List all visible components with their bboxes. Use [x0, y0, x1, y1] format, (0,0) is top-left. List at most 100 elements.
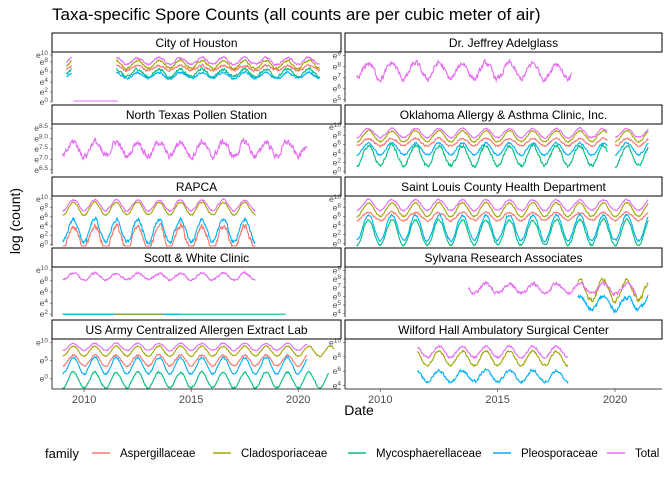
series-line-total	[62, 136, 308, 161]
y-tick-label: e8	[333, 202, 342, 212]
legend-label: Total	[635, 448, 659, 460]
y-tick-label: e4	[40, 298, 49, 308]
y-tick-label: e6	[333, 211, 342, 221]
series-line-total	[467, 280, 638, 297]
legend-item-aspergillaceae: Aspergillaceae	[92, 448, 195, 460]
legend-label: Mycosphaerellaceae	[376, 448, 481, 460]
y-axis-title: log (count)	[7, 188, 23, 254]
strip-box	[51, 32, 342, 53]
series-line-cladosporiaceae	[356, 201, 649, 218]
y-tick-label: e7	[333, 283, 342, 293]
y-tick-label: e7	[333, 73, 342, 83]
series-line-pleosporaceae	[116, 70, 321, 81]
series-line-total	[614, 127, 649, 138]
series-line-total	[66, 56, 73, 64]
y-tick-label: e9	[333, 265, 342, 275]
series-line-aspergillaceae	[62, 353, 308, 368]
legend-item-mycosphaerellaceae: Mycosphaerellaceae	[348, 448, 481, 460]
y-tick-label: e2	[40, 309, 49, 319]
y-tick-label: e10	[329, 338, 341, 348]
strip-label: Dr. Jeffrey Adelglass	[449, 36, 558, 50]
panel-4: Oklahoma Allergy & Asthma Clinic, Inc. e1…	[329, 104, 663, 177]
series-line-cladosporiaceae	[62, 200, 256, 217]
y-tick-label: e8	[40, 276, 49, 286]
strip-box	[344, 319, 663, 340]
series-line-aspergillaceae	[614, 137, 649, 148]
y-tick-label: e10	[329, 122, 341, 132]
series-line-cladosporiaceae	[577, 277, 649, 305]
x-tick-label: 2020	[603, 394, 627, 406]
y-tick-label: e4	[333, 309, 342, 319]
series-line-pleosporaceae	[416, 367, 569, 385]
series-line-total	[62, 342, 308, 352]
series-line-aspergillaceae	[116, 63, 321, 73]
series-line-pleosporaceae	[356, 213, 649, 243]
y-tick-label: e8	[333, 352, 342, 362]
strip-label: Sylvana Research Associates	[424, 251, 582, 265]
panel-9: US Army Centralized Allergen Extract Lab…	[36, 319, 342, 406]
y-tick-label: e5	[333, 300, 342, 310]
y-tick-label: e6	[333, 366, 342, 376]
series-line-pleosporaceae	[614, 141, 649, 157]
legend: family Aspergillaceae Cladosporiaceae Myco…	[45, 446, 659, 461]
series-line-mycosphaerellaceae	[62, 370, 330, 390]
y-tick-label: e0	[333, 239, 342, 249]
y-tick-label: e5	[333, 95, 342, 105]
y-tick-label: e4	[333, 221, 342, 231]
y-tick-label: e8	[333, 274, 342, 284]
series-line-mycosphaerellaceae	[66, 68, 72, 76]
series-line-mycosphaerellaceae	[614, 144, 649, 169]
series-line-pleosporaceae	[66, 72, 72, 78]
y-tick-label: e4	[333, 380, 342, 390]
y-tick-label: e6.5	[34, 165, 48, 175]
strip-box	[51, 104, 342, 125]
y-tick-label: e10	[36, 265, 48, 275]
legend-label: Aspergillaceae	[120, 448, 195, 460]
x-tick-label: 2020	[286, 394, 310, 406]
y-tick-label: e0	[40, 373, 49, 383]
y-tick-label: e0	[40, 240, 49, 250]
strip-box	[51, 247, 342, 268]
x-tick-label: 2015	[179, 394, 203, 406]
strip-box	[344, 104, 663, 125]
strip-label: Saint Louis County Health Department	[401, 180, 606, 194]
strip-label: Wilford Hall Ambulatory Surgical Center	[398, 323, 609, 337]
panel-10: Wilford Hall Ambulatory Surgical Center e…	[329, 319, 663, 406]
strip-label: US Army Centralized Allergen Extract Lab	[85, 323, 307, 337]
y-tick-label: e8	[333, 61, 342, 71]
series-line-pleosporaceae	[356, 141, 608, 157]
y-tick-label: e4	[40, 77, 49, 87]
y-tick-label: e4	[333, 149, 342, 159]
x-axis-title: Date	[344, 402, 374, 418]
series-line-cladosporiaceae	[356, 129, 608, 144]
y-tick-label: e6	[333, 139, 342, 149]
panel-3: North Texas Pollen Station e8.5e8.0e7.5e7…	[34, 104, 342, 175]
y-tick-label: e10	[36, 194, 48, 204]
y-tick-label: e8	[40, 203, 49, 213]
y-tick-label: e0	[333, 167, 342, 177]
series-line-pleosporaceae	[62, 216, 256, 245]
strip-label: Scott & White Clinic	[144, 251, 249, 265]
series-line-aspergillaceae	[356, 210, 649, 223]
strip-label: Oklahoma Allergy & Asthma Clinic, Inc.	[400, 108, 607, 122]
y-tick-label: e5	[40, 355, 49, 365]
chart-title: Taxa-specific Spore Counts (all counts a…	[52, 5, 540, 24]
series-line-cladosporiaceae	[66, 59, 72, 67]
strip-box	[51, 319, 342, 340]
y-tick-label: e10	[329, 194, 341, 204]
legend-label: Cladosporiaceae	[241, 448, 327, 460]
y-tick-label: e4	[40, 221, 49, 231]
y-tick-label: e2	[40, 87, 49, 97]
strip-box	[51, 176, 342, 197]
y-tick-label: e10	[36, 50, 48, 60]
series-line-total	[115, 55, 320, 67]
strip-label: City of Houston	[155, 36, 237, 50]
y-tick-label: e9	[333, 50, 342, 60]
strip-box	[344, 176, 663, 197]
